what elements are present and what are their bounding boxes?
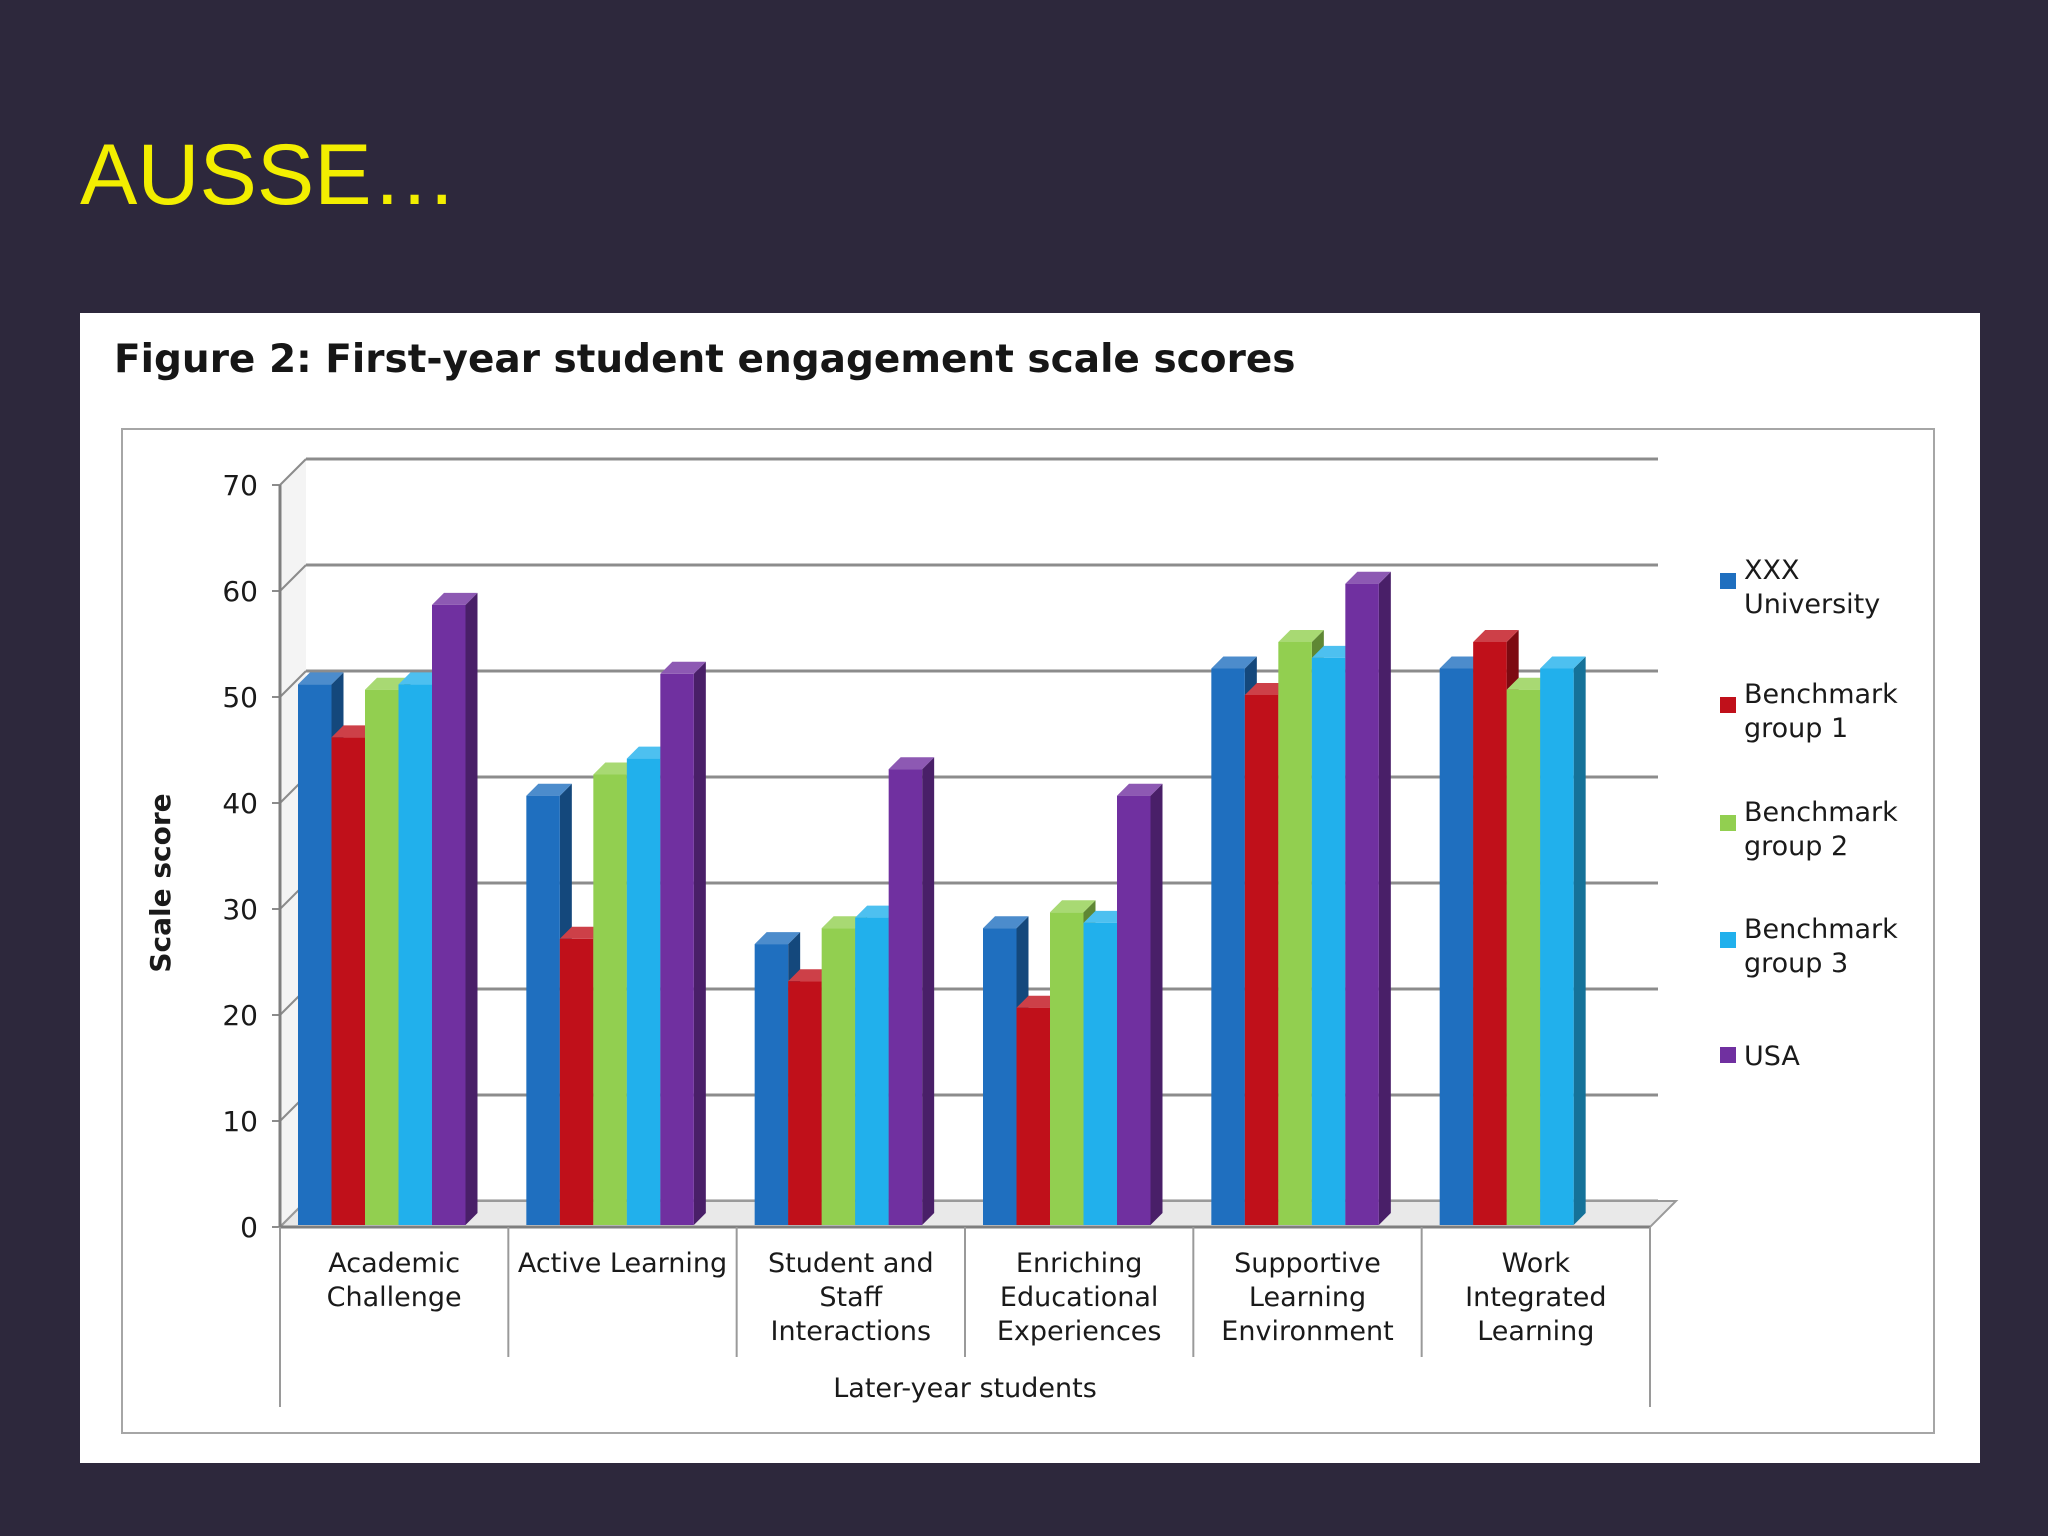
bar	[432, 592, 478, 1225]
bar-front	[983, 928, 1017, 1225]
bar	[1117, 783, 1163, 1225]
gridline-depth	[279, 670, 307, 698]
legend-label: Benchmark group 3	[1744, 914, 1898, 979]
y-tick-label: 20	[222, 999, 258, 1032]
bar	[1345, 571, 1391, 1225]
bar-top	[1278, 630, 1324, 642]
legend-item: Benchmark group 1	[1720, 679, 1898, 744]
y-axis-label: Scale score	[144, 793, 177, 972]
bar-chart: 0 10 20 30 40 50 60 70 Scale score Academic Challe…	[121, 428, 1935, 1434]
bar-front	[398, 684, 432, 1225]
bar-front	[888, 769, 923, 1225]
bar-front	[855, 917, 889, 1225]
legend-swatch	[1720, 932, 1736, 948]
bar-front	[1345, 583, 1379, 1225]
bar-side	[1573, 656, 1586, 1225]
bar-top	[660, 661, 706, 674]
bar-front	[754, 944, 789, 1225]
legend-label: USA	[1744, 1041, 1800, 1072]
bar-top	[298, 672, 344, 685]
y-tick-label: 0	[240, 1211, 258, 1244]
legend-label: Benchmark group 2	[1744, 797, 1898, 862]
legend-label: Benchmark group 1	[1744, 679, 1898, 744]
bar-top	[1540, 656, 1586, 669]
x-tick-label: Supportive Learning Environment	[1221, 1248, 1393, 1347]
x-tick-label: Enriching Educational Experiences	[997, 1248, 1162, 1347]
gridline-depth	[279, 458, 307, 486]
bar-front	[526, 795, 560, 1225]
bar-front	[1311, 657, 1346, 1225]
bar-front	[1439, 668, 1474, 1225]
bar-front	[788, 981, 822, 1225]
bar-front	[1540, 668, 1574, 1225]
plot-border	[121, 428, 1935, 1434]
bar	[888, 757, 935, 1225]
bar-front	[1083, 922, 1117, 1225]
bar-front	[821, 928, 856, 1225]
bar-front	[1278, 642, 1312, 1225]
bar-front	[1211, 668, 1245, 1225]
y-tick-label: 40	[222, 787, 258, 820]
legend-item: Benchmark group 3	[1720, 914, 1898, 979]
bar-side	[693, 661, 706, 1225]
y-tick-label: 70	[222, 469, 258, 502]
bar-front	[1473, 642, 1507, 1225]
bar-top	[526, 783, 572, 796]
bar-front	[660, 673, 694, 1225]
bar	[1540, 656, 1586, 1225]
bar-front	[331, 737, 365, 1225]
bar-top	[1473, 630, 1519, 642]
bar-top	[432, 592, 478, 605]
bar-top	[754, 932, 801, 945]
x-tick-label: Work Integrated Learning	[1465, 1248, 1606, 1347]
bar-front	[593, 774, 627, 1225]
bar-top	[983, 916, 1029, 929]
bar-front	[559, 938, 594, 1225]
bar-top	[1117, 783, 1163, 796]
bar-front	[1244, 695, 1279, 1225]
bar-front	[1050, 912, 1084, 1225]
legend-swatch	[1720, 1047, 1736, 1063]
bar-side	[1150, 783, 1163, 1225]
legend-swatch	[1720, 697, 1736, 713]
bar-side	[1378, 571, 1391, 1225]
bar-front	[432, 604, 466, 1225]
legend-label: XXX University	[1744, 555, 1880, 620]
y-tick-label: 60	[222, 575, 258, 608]
y-tick-label: 50	[222, 681, 258, 714]
slide-title: AUSSE…	[80, 127, 458, 223]
legend-item: Benchmark group 2	[1720, 797, 1898, 862]
x-tick-label: Academic Challenge	[327, 1248, 462, 1313]
bar-top	[888, 757, 935, 770]
bar-front	[1016, 1007, 1050, 1225]
bar-top	[1345, 571, 1391, 584]
bar-front	[1506, 689, 1541, 1225]
x-axis-label: Later-year students	[833, 1373, 1097, 1404]
bar-top	[1211, 656, 1257, 669]
y-tick-label: 30	[222, 893, 258, 926]
legend-item: USA	[1720, 1041, 1800, 1072]
legend-item: XXX University	[1720, 555, 1880, 620]
bar-front	[298, 684, 332, 1225]
gridline-depth	[279, 564, 307, 592]
legend-swatch	[1720, 815, 1736, 831]
legend-swatch	[1720, 573, 1736, 589]
bar	[660, 661, 706, 1225]
figure-panel: 0 10 20 30 40 50 60 70 Scale score Academic Challe…	[80, 313, 1980, 1463]
y-tick-label: 10	[222, 1105, 258, 1138]
bar-side	[465, 592, 478, 1225]
bar-front	[626, 758, 661, 1225]
figure-title: Figure 2: First-year student engagement …	[114, 337, 1296, 382]
bar-top	[1050, 900, 1096, 913]
bar-front	[1117, 795, 1151, 1225]
x-tick-label: Student and Staff Interactions	[768, 1248, 934, 1347]
x-tick-label: Active Learning	[518, 1248, 727, 1279]
bar-front	[365, 689, 399, 1225]
bar-side	[922, 757, 935, 1225]
